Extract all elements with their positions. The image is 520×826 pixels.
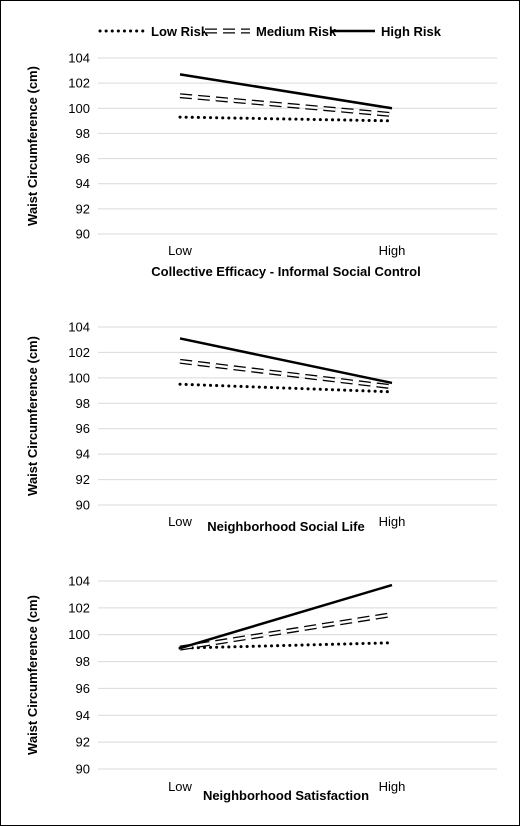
series-line-low-risk <box>178 382 394 394</box>
y-tick-label: 104 <box>68 320 90 335</box>
y-tick-label: 104 <box>68 51 90 66</box>
y-tick-label: 104 <box>68 574 90 589</box>
series-line-high-risk <box>179 583 393 650</box>
y-tick-label: 98 <box>76 126 90 141</box>
y-tick-label: 100 <box>68 370 90 385</box>
y-axis-title: Waist Circumference (cm) <box>25 336 40 496</box>
y-tick-label: 92 <box>76 735 90 750</box>
chart-panel-2: 90 92 94 96 98 100 102 104 Waist Circumference (… <box>25 320 497 534</box>
y-tick-label: 102 <box>68 600 90 615</box>
y-tick-label: 98 <box>76 396 90 411</box>
y-tick-label: 94 <box>76 708 90 723</box>
y-tick-label: 90 <box>76 227 90 242</box>
y-tick-label: 90 <box>76 762 90 777</box>
chart-panel-3: 90 92 94 96 98 100 102 104 Waist Circumference (… <box>25 574 497 803</box>
x-axis-title: Neighborhood Satisfaction <box>203 788 369 803</box>
y-tick-label: 96 <box>76 421 90 436</box>
y-tick-label: 102 <box>68 76 90 91</box>
chart-panel-1: 90 92 94 96 98 100 102 104 Waist Circumference (… <box>25 51 497 279</box>
x-tick-label: Low <box>168 243 192 258</box>
y-tick-label: 100 <box>68 101 90 116</box>
y-tick-label: 90 <box>76 498 90 513</box>
y-tick-label: 94 <box>76 447 90 462</box>
x-tick-label: Low <box>168 779 192 794</box>
legend-label-low-risk: Low Risk <box>151 24 209 39</box>
legend-label-high-risk: High Risk <box>381 24 442 39</box>
y-tick-label: 96 <box>76 681 90 696</box>
y-tick-label: 100 <box>68 627 90 642</box>
y-axis-title: Waist Circumference (cm) <box>25 595 40 755</box>
legend-label-medium-risk: Medium Risk <box>256 24 337 39</box>
y-tick-label: 96 <box>76 151 90 166</box>
series-line-low-risk <box>178 641 394 650</box>
x-tick-label: Low <box>168 514 192 529</box>
y-tick-label: 102 <box>68 345 90 360</box>
x-tick-label: High <box>379 243 406 258</box>
y-tick-label: 92 <box>76 201 90 216</box>
legend: Low Risk Medium Risk High Risk <box>98 24 442 39</box>
y-tick-label: 94 <box>76 176 90 191</box>
y-axis-title: Waist Circumference (cm) <box>25 66 40 226</box>
x-tick-label: High <box>379 514 406 529</box>
series-line-high-risk <box>179 73 393 110</box>
series-line-low-risk <box>178 115 394 123</box>
x-axis-title: Neighborhood Social Life <box>207 519 364 534</box>
x-tick-label: High <box>379 779 406 794</box>
x-axis-title: Collective Efficacy - Informal Social Co… <box>151 264 420 279</box>
series-line-high-risk <box>179 337 393 385</box>
y-tick-label: 92 <box>76 472 90 487</box>
y-tick-label: 98 <box>76 654 90 669</box>
